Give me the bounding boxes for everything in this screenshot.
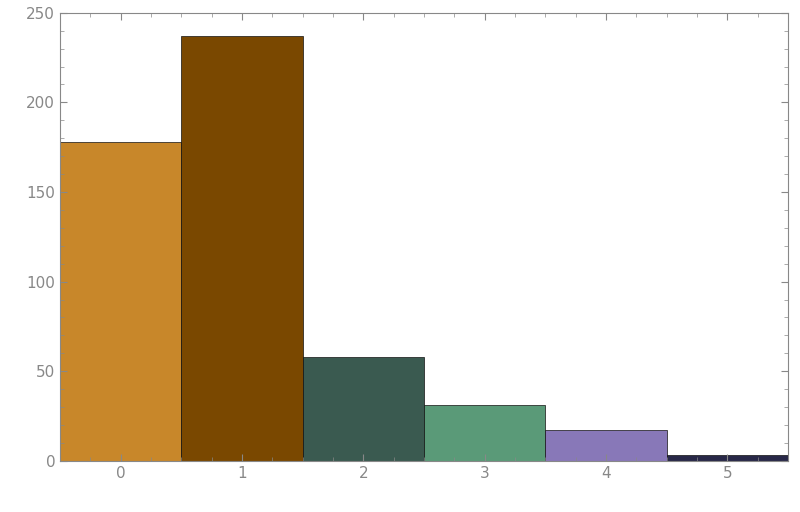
Bar [666, 456, 788, 461]
Bar [302, 357, 424, 461]
Bar [182, 36, 302, 461]
Bar [546, 430, 666, 461]
Bar [424, 406, 546, 461]
Bar [60, 142, 182, 461]
